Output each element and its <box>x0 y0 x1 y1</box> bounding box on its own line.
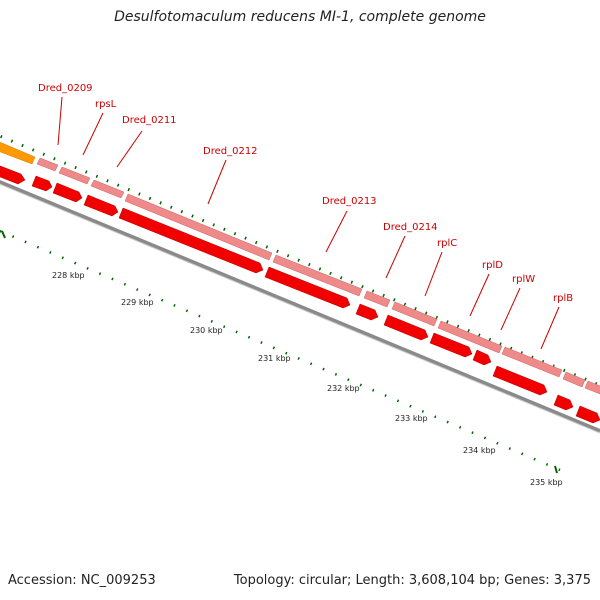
gene-label-rpld[interactable]: rplD <box>482 260 503 271</box>
pink-gene-dred-0211[interactable] <box>90 179 125 199</box>
red-gene-12[interactable] <box>553 394 574 411</box>
red-gene-6[interactable] <box>264 266 351 309</box>
gene-label-rplw[interactable]: rplW <box>512 274 535 285</box>
pink-gene-rplw[interactable] <box>501 346 563 378</box>
red-gene-2[interactable] <box>31 175 53 192</box>
gene-label-rpsl[interactable]: rpsL <box>95 99 117 110</box>
scale-label-229: 229 kbp <box>121 298 154 307</box>
gene-label-rplb[interactable]: rplB <box>553 293 573 304</box>
red-gene-1[interactable] <box>0 162 26 185</box>
orange-feature[interactable] <box>0 138 36 165</box>
scale-labels: 228 kbp 229 kbp 230 kbp 231 kbp 232 kbp … <box>52 271 563 487</box>
gene-labels: Dred_0209 rpsL Dred_0211 Dred_0212 Dred_… <box>38 83 573 304</box>
red-gene-3[interactable] <box>52 182 83 203</box>
scale-label-230: 230 kbp <box>190 326 223 335</box>
genome-summary-text: Topology: circular; Length: 3,608,104 bp… <box>233 573 591 588</box>
scale-label-232: 232 kbp <box>327 384 360 393</box>
scale-label-234: 234 kbp <box>463 446 496 455</box>
pink-gene-dred-0213[interactable] <box>272 254 363 297</box>
red-gene-8[interactable] <box>383 314 429 341</box>
map-title: Desulfotomaculum reducens MI-1, complete… <box>114 9 486 25</box>
genome-backbone <box>0 179 600 433</box>
pink-gene-dred-0212[interactable] <box>124 193 273 261</box>
scale-label-233: 233 kbp <box>395 414 428 423</box>
red-gene-7[interactable] <box>355 303 379 321</box>
gene-label-rplc[interactable]: rplC <box>437 238 457 249</box>
label-leader-lines <box>57 96 560 350</box>
pink-gene-rpld[interactable] <box>437 320 503 354</box>
red-gene-9[interactable] <box>429 332 473 358</box>
outer-tick-track <box>0 134 598 386</box>
pink-gene-rplc[interactable] <box>391 301 438 327</box>
pink-gene-rpsl[interactable] <box>58 166 91 185</box>
pink-gene-dred-0209[interactable] <box>36 157 59 172</box>
scale-label-231: 231 kbp <box>258 354 291 363</box>
red-gene-11[interactable] <box>492 365 548 396</box>
pink-gene-rplb-a[interactable] <box>562 371 586 388</box>
gene-label-dred-0211[interactable]: Dred_0211 <box>122 115 177 126</box>
inner-tick-track <box>0 229 561 472</box>
pink-gene-band <box>36 157 600 398</box>
genome-backbone-highlight <box>0 183 600 434</box>
red-gene-5[interactable] <box>118 207 264 274</box>
gene-label-dred-0213[interactable]: Dred_0213 <box>322 196 377 207</box>
gene-label-dred-0209[interactable]: Dred_0209 <box>38 83 93 94</box>
scale-label-235: 235 kbp <box>530 478 563 487</box>
pink-gene-dred-0214[interactable] <box>363 290 391 308</box>
gene-label-dred-0214[interactable]: Dred_0214 <box>383 222 438 233</box>
accession-text: Accession: NC_009253 <box>8 573 156 588</box>
gene-label-dred-0212[interactable]: Dred_0212 <box>203 146 258 157</box>
scale-label-228: 228 kbp <box>52 271 85 280</box>
red-gene-4[interactable] <box>83 194 119 217</box>
red-gene-10[interactable] <box>472 349 492 366</box>
red-gene-13[interactable] <box>575 405 600 424</box>
major-ticks <box>1 230 558 474</box>
red-gene-band <box>0 162 600 424</box>
pink-gene-rplb-b[interactable] <box>584 380 600 398</box>
